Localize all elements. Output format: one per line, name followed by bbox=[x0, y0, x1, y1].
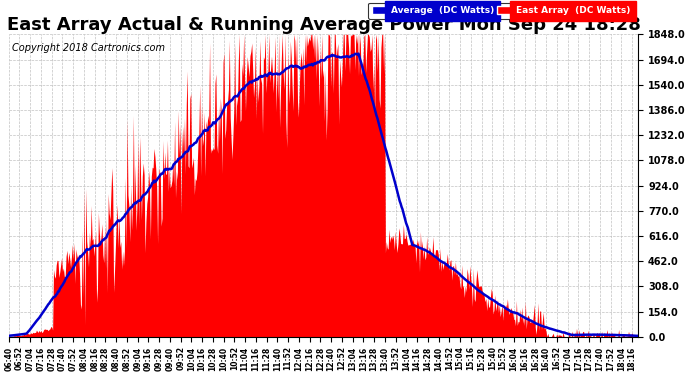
Text: Copyright 2018 Cartronics.com: Copyright 2018 Cartronics.com bbox=[12, 44, 165, 53]
Title: East Array Actual & Running Average Power Mon Sep 24 18:28: East Array Actual & Running Average Powe… bbox=[7, 16, 640, 34]
Legend: Average  (DC Watts), East Array  (DC Watts): Average (DC Watts), East Array (DC Watts… bbox=[368, 3, 634, 19]
